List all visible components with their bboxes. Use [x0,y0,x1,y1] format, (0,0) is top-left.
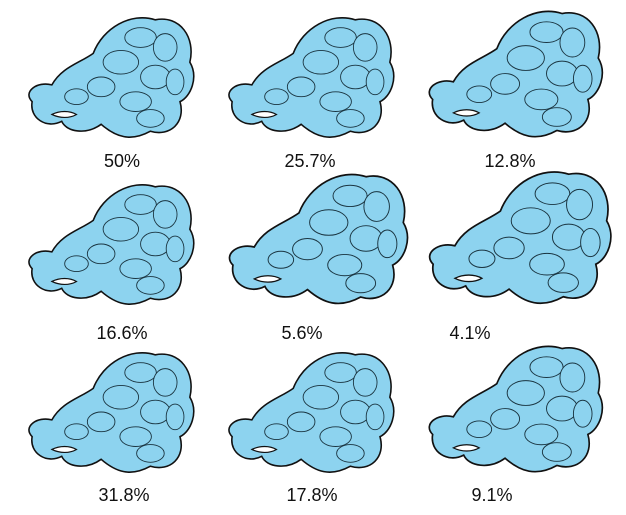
panel-label: 4.1% [449,323,490,343]
panel-label: 25.7% [284,151,335,171]
molecule-surface [28,183,195,305]
panel-label: 17.8% [286,485,337,505]
molecule-surface [28,16,195,138]
panel-label: 5.6% [281,323,322,343]
panel: 5.6% [228,173,409,343]
molecule-surface [428,345,604,473]
panel-label: 9.1% [471,485,512,505]
molecule-surface [228,351,395,473]
panel-label: 50% [104,151,140,171]
panel: 31.8% [28,351,195,505]
panel: 12.8% [428,10,604,171]
panel: 50% [28,16,195,171]
panel: 17.8% [228,351,395,505]
panel-label: 31.8% [98,485,149,505]
panel-grid: 50% 25.7% 12.8% 16.6% 5.6% 4.1% 31.8% 17.8% 9.1% [28,10,612,505]
molecule-surface [428,10,604,138]
panel: 4.1% [428,171,612,343]
panel-label: 12.8% [484,151,535,171]
molecule-surface [228,173,409,305]
molecule-surface [228,16,395,138]
panel: 9.1% [428,345,604,505]
molecule-surface [428,171,612,305]
panel-label: 16.6% [96,323,147,343]
panel: 25.7% [228,16,395,171]
panel: 16.6% [28,183,195,343]
molecule-surface [28,351,195,473]
